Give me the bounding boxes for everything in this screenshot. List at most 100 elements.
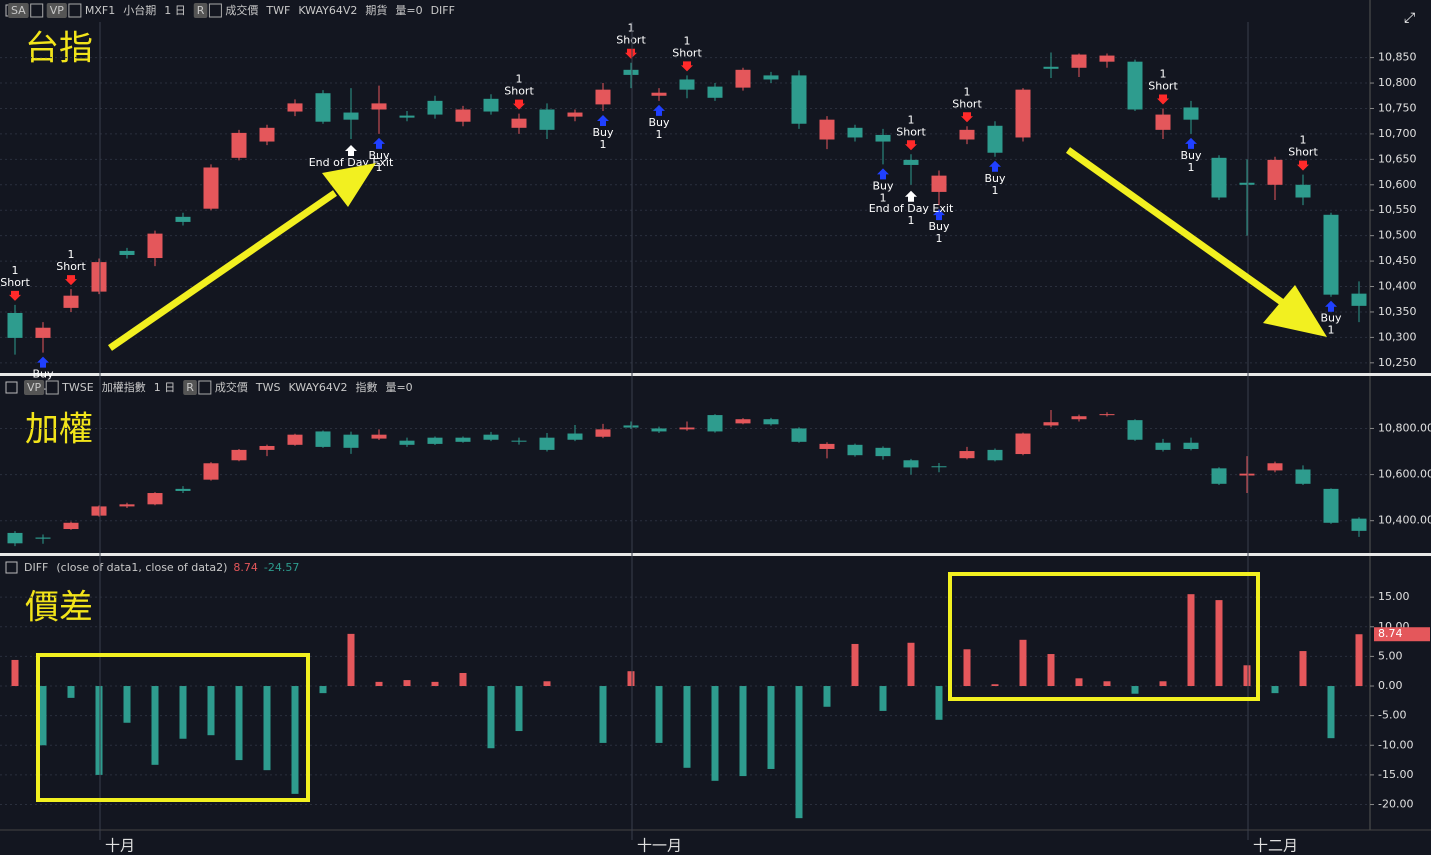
candle-body [343, 112, 359, 120]
signal-label: Buy [1180, 149, 1202, 162]
candle-body [91, 506, 107, 516]
candle-body [315, 93, 331, 122]
candle-body [819, 119, 835, 140]
diff-bar [1243, 665, 1251, 687]
candle-body [259, 127, 275, 142]
buy-arrow [37, 356, 49, 368]
header-item: 指數 [355, 380, 377, 394]
y-tick-label: 15.00 [1378, 590, 1410, 603]
candle-body [1295, 184, 1311, 198]
diff-bar [151, 686, 159, 765]
highlight-box [948, 572, 1260, 701]
header-button[interactable] [193, 3, 208, 18]
diff-bar [599, 686, 607, 743]
y-tick-label: -15.00 [1378, 768, 1413, 781]
diff-bar [67, 686, 75, 698]
signal-qty: 1 [628, 22, 635, 35]
candle-body [483, 434, 499, 440]
signal-qty: 1 [600, 138, 607, 151]
signal-qty: 1 [684, 34, 691, 47]
candle-body [595, 429, 611, 437]
maximize-icon[interactable]: ⤢ [1404, 10, 1415, 26]
candle-body [1071, 54, 1087, 68]
header-button[interactable] [24, 380, 45, 395]
diff-bar [1299, 651, 1307, 687]
candle-body [1211, 157, 1227, 198]
signal-label: Buy [872, 179, 894, 192]
candle-body [903, 460, 919, 468]
candle-body [1183, 442, 1199, 449]
diff-bar [683, 686, 691, 768]
dropdown[interactable] [45, 380, 59, 395]
signal-label: Short [0, 276, 30, 289]
dropdown[interactable] [208, 3, 222, 18]
candle-body [1071, 416, 1087, 420]
diff-bar [39, 686, 47, 746]
signal-label: Buy [592, 126, 614, 139]
candle-body [147, 493, 163, 505]
diff-bar [851, 643, 859, 687]
diff-bar [11, 659, 19, 687]
diff-bar [235, 686, 243, 761]
header-button[interactable] [183, 380, 197, 395]
candle-body [35, 537, 51, 539]
dropdown[interactable] [30, 3, 44, 18]
candle-body [399, 440, 415, 445]
candle-body [1127, 61, 1143, 110]
exit-arrow [905, 190, 917, 202]
signal-label: Buy [648, 116, 670, 129]
header-button[interactable] [46, 3, 67, 18]
diff-bar [963, 649, 971, 687]
header-item: KWAY64V2 [288, 381, 347, 394]
candle-body [399, 115, 415, 118]
short-arrow [1157, 94, 1169, 105]
candle-body [875, 447, 891, 457]
panel-title: 台指 [25, 29, 93, 69]
diff-bar [1271, 686, 1279, 694]
signal-label: Short [672, 46, 702, 59]
short-arrow [1297, 160, 1309, 171]
dropdown[interactable] [68, 3, 82, 18]
signal-qty: 1 [68, 248, 75, 261]
candle-body [651, 92, 667, 96]
header-button[interactable] [8, 3, 29, 18]
signal-label: Buy [32, 368, 54, 381]
candle-body [231, 132, 247, 158]
diff-bar [431, 681, 439, 687]
candle-body [567, 433, 583, 440]
y-tick-label: 10,800.00 [1378, 421, 1431, 434]
annotations [36, 147, 1327, 802]
header-item: VP [27, 381, 42, 394]
candle-body [1351, 518, 1367, 531]
header-item: 加權指數 [102, 380, 146, 394]
candle-body [1323, 214, 1339, 295]
diff-bar [515, 686, 523, 732]
candle-body [7, 312, 23, 338]
signal-qty: 1 [908, 214, 915, 227]
candle-body [679, 427, 695, 430]
y-tick-label: 10,400.00 [1378, 514, 1431, 527]
candle-body [1295, 469, 1311, 484]
candle-body [427, 100, 443, 115]
signal-qty: 1 [908, 113, 915, 126]
candle-body [343, 434, 359, 448]
candle-body [763, 75, 779, 80]
candle-body [819, 443, 835, 449]
header-item: TWSE [61, 381, 94, 394]
dropdown[interactable] [198, 380, 212, 395]
candle-body [679, 79, 695, 90]
candle-body [1043, 66, 1059, 69]
panel-divider [0, 373, 1431, 376]
y-tick-label: -5.00 [1378, 709, 1406, 722]
candle-body [651, 428, 667, 432]
signal-qty: 1 [1160, 67, 1167, 80]
header-item: R [197, 4, 205, 17]
candle-body [259, 445, 275, 450]
x-tick-label: 十一月 [637, 837, 682, 855]
candle-body [1099, 414, 1115, 416]
signal-qty: 1 [964, 85, 971, 98]
highlight-box [36, 653, 310, 802]
buy-arrow [1325, 300, 1337, 312]
panel-close-icon [5, 561, 18, 574]
y-tick-label: 10,600 [1378, 178, 1417, 191]
